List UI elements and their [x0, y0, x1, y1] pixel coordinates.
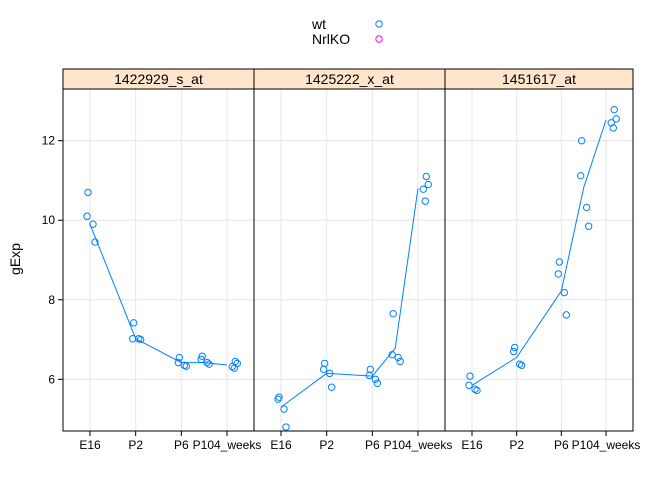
legend-symbol-nrlko — [375, 35, 383, 43]
data-point — [394, 353, 402, 362]
y-tick-label: 10 — [42, 213, 56, 227]
data-point — [280, 405, 288, 413]
data-point — [510, 343, 519, 352]
mean-line — [89, 224, 228, 366]
data-point — [83, 212, 91, 220]
data-point — [182, 362, 191, 370]
data-point — [554, 270, 563, 278]
y-tick-label: 6 — [48, 372, 55, 386]
data-point — [473, 386, 481, 395]
data-point — [198, 352, 206, 360]
data-point — [466, 372, 474, 380]
data-point — [228, 362, 236, 371]
data-point — [421, 197, 429, 205]
x-tick-label: P6 — [365, 438, 380, 452]
data-point — [562, 311, 571, 319]
y-tick-label: 8 — [48, 293, 55, 307]
data-point — [84, 188, 92, 197]
x-tick-label: P2 — [128, 438, 143, 452]
data-point — [612, 115, 620, 123]
data-point — [282, 423, 290, 431]
panel-1: 1422929_s_at E16 P2 P6 P104_weeks 6 8 10 12 — [42, 68, 262, 452]
x-tick-label: E16 — [461, 438, 483, 452]
data-point — [327, 383, 336, 391]
data-point — [576, 171, 585, 180]
data-point — [560, 288, 569, 297]
data-point — [274, 395, 282, 403]
y-axis-label: gExp — [7, 243, 23, 275]
x-tick-label: P2 — [509, 438, 524, 452]
data-point — [230, 364, 238, 372]
data-point — [373, 379, 382, 387]
data-point — [136, 335, 145, 344]
y-tick-label: 12 — [42, 134, 56, 148]
data-point — [517, 361, 526, 370]
data-point — [175, 353, 184, 362]
data-point — [129, 319, 138, 327]
panel-2: 1425222_x_at E16 P2 P6 P104_weeks — [253, 68, 453, 452]
legend-label-nrlko: NrlKO — [312, 31, 350, 47]
strip-title: 1425222_x_at — [305, 71, 394, 87]
data-point — [388, 350, 396, 359]
x-tick-label: P6 — [554, 438, 569, 452]
data-point — [577, 136, 586, 145]
legend-label-wt: wt — [311, 16, 326, 32]
data-point — [89, 220, 97, 228]
data-point — [509, 347, 518, 356]
data-point — [91, 238, 99, 246]
panel-frame — [444, 88, 634, 432]
data-point — [584, 222, 593, 230]
x-tick-label: P104_weeks — [384, 438, 453, 452]
x-tick-label: E16 — [270, 438, 292, 452]
data-point — [205, 360, 213, 368]
x-tick-label: P104_weeks — [572, 438, 641, 452]
data-point — [371, 375, 380, 384]
data-point — [610, 105, 618, 114]
data-point — [319, 365, 328, 374]
data-point — [128, 335, 137, 343]
data-point — [197, 355, 205, 364]
data-point — [609, 124, 617, 132]
data-point — [555, 258, 564, 266]
mean-line — [280, 188, 419, 408]
data-point — [419, 185, 427, 193]
data-point — [174, 358, 183, 367]
data-point — [422, 172, 430, 181]
mean-line — [471, 119, 607, 386]
data-point — [471, 385, 479, 393]
data-point — [396, 357, 404, 366]
data-point — [607, 119, 615, 127]
x-tick-label: E16 — [79, 438, 101, 452]
strip-title: 1422929_s_at — [114, 71, 203, 87]
data-point — [325, 369, 334, 378]
panel-3: 1451617_at E16 P2 P6 P104_weeks — [444, 68, 641, 452]
x-tick-label: P6 — [174, 438, 189, 452]
data-point — [365, 371, 374, 380]
legend-symbol-wt — [375, 20, 383, 28]
strip-title: 1451617_at — [502, 71, 576, 87]
data-point — [424, 180, 432, 189]
data-point — [389, 309, 397, 318]
data-point — [515, 360, 524, 368]
data-point — [203, 358, 211, 367]
data-point — [465, 381, 473, 389]
data-point — [582, 203, 591, 212]
x-tick-label: P104_weeks — [193, 438, 262, 452]
x-tick-label: P2 — [319, 438, 334, 452]
